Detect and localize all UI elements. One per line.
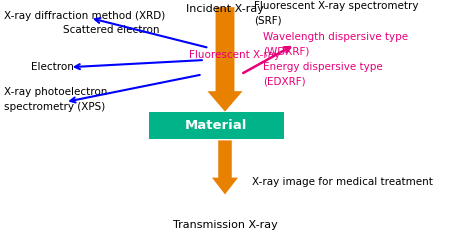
Text: spectrometry (XPS): spectrometry (XPS) (4, 102, 106, 112)
FancyBboxPatch shape (148, 112, 284, 139)
Text: Energy dispersive type: Energy dispersive type (263, 62, 383, 72)
Text: Fluorescent X-ray spectrometry: Fluorescent X-ray spectrometry (254, 1, 419, 11)
Polygon shape (212, 140, 238, 194)
Text: X-ray photoelectron: X-ray photoelectron (4, 87, 108, 97)
Text: Transmission X-ray: Transmission X-ray (173, 220, 277, 230)
Text: Material: Material (185, 119, 247, 132)
Text: Fluorescent X-ray: Fluorescent X-ray (189, 50, 280, 60)
Text: X-ray diffraction method (XRD): X-ray diffraction method (XRD) (4, 11, 166, 21)
Text: Incident X-ray: Incident X-ray (186, 4, 264, 14)
Polygon shape (207, 7, 243, 112)
Text: (EDXRF): (EDXRF) (263, 77, 306, 87)
Text: Scattered electron: Scattered electron (63, 25, 159, 35)
Text: (WDXRF): (WDXRF) (263, 47, 310, 57)
Text: Electron: Electron (32, 62, 74, 72)
Text: Wavelength dispersive type: Wavelength dispersive type (263, 32, 409, 42)
Text: (SRF): (SRF) (254, 15, 282, 25)
Text: X-ray image for medical treatment: X-ray image for medical treatment (252, 177, 433, 187)
